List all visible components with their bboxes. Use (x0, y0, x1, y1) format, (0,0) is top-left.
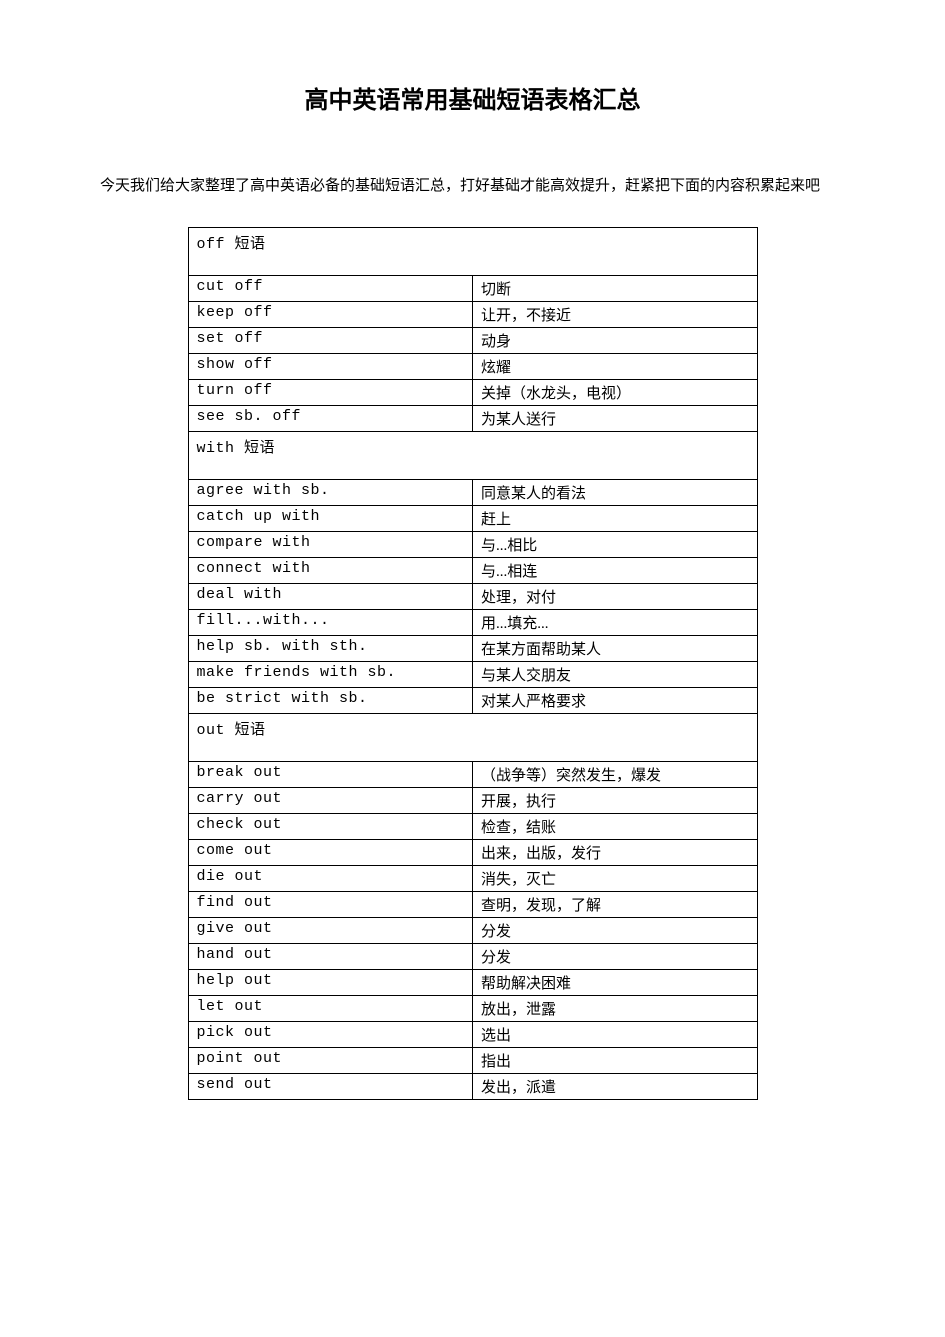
phrase-english: see sb. off (188, 406, 473, 432)
phrase-english: point out (188, 1048, 473, 1074)
table-row: find out查明，发现，了解 (188, 892, 757, 918)
table-row: break out（战争等）突然发生，爆发 (188, 762, 757, 788)
table-row: keep off让开，不接近 (188, 302, 757, 328)
phrase-english: compare with (188, 532, 473, 558)
table-row: compare with与...相比 (188, 532, 757, 558)
phrase-english: hand out (188, 944, 473, 970)
phrase-chinese: 帮助解决困难 (473, 970, 758, 996)
table-row: come out出来，出版，发行 (188, 840, 757, 866)
phrase-chinese: 分发 (473, 944, 758, 970)
phrase-chinese: 与...相比 (473, 532, 758, 558)
phrase-chinese: 指出 (473, 1048, 758, 1074)
phrase-chinese: 炫耀 (473, 354, 758, 380)
phrase-english: deal with (188, 584, 473, 610)
phrase-chinese: 切断 (473, 276, 758, 302)
table-row: cut off切断 (188, 276, 757, 302)
phrase-chinese: 查明，发现，了解 (473, 892, 758, 918)
table-row: help out帮助解决困难 (188, 970, 757, 996)
phrase-english: pick out (188, 1022, 473, 1048)
table-row: carry out开展，执行 (188, 788, 757, 814)
phrase-english: find out (188, 892, 473, 918)
section-header: with 短语 (188, 432, 757, 480)
phrase-english: keep off (188, 302, 473, 328)
table-row: pick out选出 (188, 1022, 757, 1048)
table-row: hand out分发 (188, 944, 757, 970)
phrase-english: give out (188, 918, 473, 944)
phrase-chinese: 让开，不接近 (473, 302, 758, 328)
phrase-english: die out (188, 866, 473, 892)
table-row: send out发出，派遣 (188, 1074, 757, 1100)
phrase-english: help out (188, 970, 473, 996)
phrase-english: let out (188, 996, 473, 1022)
section-header: off 短语 (188, 228, 757, 276)
phrase-english: connect with (188, 558, 473, 584)
table-row: point out指出 (188, 1048, 757, 1074)
table-row: see sb. off为某人送行 (188, 406, 757, 432)
phrase-english: set off (188, 328, 473, 354)
page-title: 高中英语常用基础短语表格汇总 (70, 80, 875, 115)
phrase-english: check out (188, 814, 473, 840)
table-row: make friends with sb.与某人交朋友 (188, 662, 757, 688)
phrase-chinese: 在某方面帮助某人 (473, 636, 758, 662)
table-row: turn off关掉（水龙头，电视） (188, 380, 757, 406)
phrase-chinese: 与...相连 (473, 558, 758, 584)
phrase-english: be strict with sb. (188, 688, 473, 714)
phrase-english: carry out (188, 788, 473, 814)
vocabulary-table: off 短语cut off切断keep off让开，不接近set off动身sh… (188, 227, 758, 1100)
table-row: set off动身 (188, 328, 757, 354)
phrase-english: cut off (188, 276, 473, 302)
phrase-english: help sb. with sth. (188, 636, 473, 662)
table-row: catch up with赶上 (188, 506, 757, 532)
phrase-chinese: 检查，结账 (473, 814, 758, 840)
phrase-english: show off (188, 354, 473, 380)
table-row: check out检查，结账 (188, 814, 757, 840)
phrase-chinese: 为某人送行 (473, 406, 758, 432)
phrase-chinese: 发出，派遣 (473, 1074, 758, 1100)
phrase-english: catch up with (188, 506, 473, 532)
table-row: agree with sb.同意某人的看法 (188, 480, 757, 506)
section-header: out 短语 (188, 714, 757, 762)
phrase-english: send out (188, 1074, 473, 1100)
phrase-chinese: 与某人交朋友 (473, 662, 758, 688)
phrase-chinese: （战争等）突然发生，爆发 (473, 762, 758, 788)
phrase-chinese: 用...填充... (473, 610, 758, 636)
phrase-chinese: 赶上 (473, 506, 758, 532)
phrase-chinese: 出来，出版，发行 (473, 840, 758, 866)
phrase-english: come out (188, 840, 473, 866)
phrase-english: fill...with... (188, 610, 473, 636)
phrase-chinese: 关掉（水龙头，电视） (473, 380, 758, 406)
table-row: connect with与...相连 (188, 558, 757, 584)
table-row: show off炫耀 (188, 354, 757, 380)
table-row: give out分发 (188, 918, 757, 944)
table-row: deal with处理，对付 (188, 584, 757, 610)
phrase-chinese: 处理，对付 (473, 584, 758, 610)
intro-paragraph: 今天我们给大家整理了高中英语必备的基础短语汇总，打好基础才能高效提升，赶紧把下面… (70, 165, 875, 207)
table-row: let out放出，泄露 (188, 996, 757, 1022)
phrase-chinese: 分发 (473, 918, 758, 944)
table-row: die out消失，灭亡 (188, 866, 757, 892)
phrase-chinese: 选出 (473, 1022, 758, 1048)
phrase-english: turn off (188, 380, 473, 406)
phrase-english: make friends with sb. (188, 662, 473, 688)
phrase-chinese: 同意某人的看法 (473, 480, 758, 506)
phrase-chinese: 放出，泄露 (473, 996, 758, 1022)
phrase-chinese: 消失，灭亡 (473, 866, 758, 892)
table-row: fill...with...用...填充... (188, 610, 757, 636)
phrase-chinese: 开展，执行 (473, 788, 758, 814)
phrase-chinese: 动身 (473, 328, 758, 354)
phrase-english: break out (188, 762, 473, 788)
table-row: help sb. with sth.在某方面帮助某人 (188, 636, 757, 662)
table-row: be strict with sb.对某人严格要求 (188, 688, 757, 714)
phrase-english: agree with sb. (188, 480, 473, 506)
phrase-chinese: 对某人严格要求 (473, 688, 758, 714)
